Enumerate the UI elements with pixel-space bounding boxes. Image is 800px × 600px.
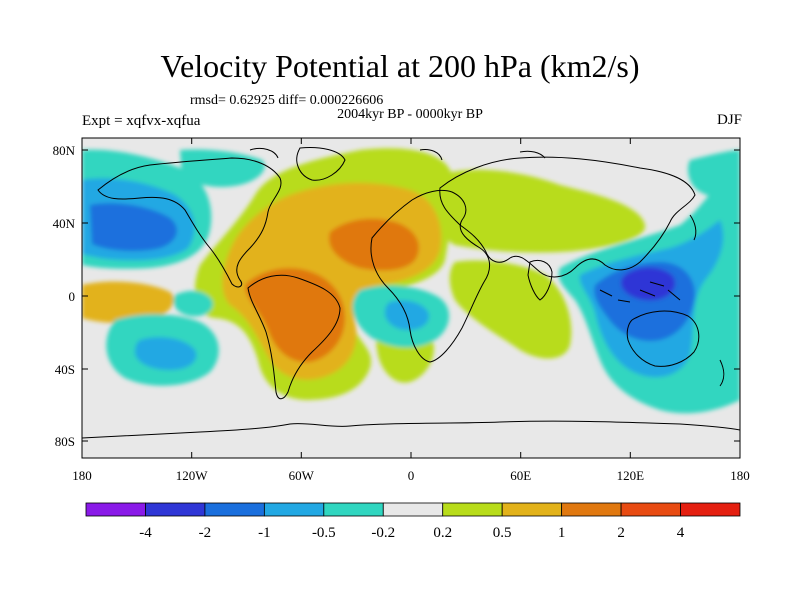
coastline-greenland (296, 147, 346, 181)
colorbar-label-1: -2 (199, 525, 212, 541)
colorbar-swatch-10 (680, 502, 741, 517)
coastline-eurasia (439, 156, 696, 278)
colorbar-label-3: -0.5 (312, 525, 336, 541)
x-tick-label-2: 60W (289, 468, 315, 483)
colorbar-swatch-1 (145, 502, 206, 517)
coastlines (82, 147, 740, 439)
stats-label: rmsd= 0.62925 diff= 0.000226606 (190, 93, 384, 108)
contour-negative-weak-arctic-asia (687, 150, 740, 198)
season-label: DJF (716, 112, 742, 128)
y-tick-labels: 80N 40N 0 40S 80S (53, 143, 76, 449)
colorbar-swatch-5 (382, 502, 444, 517)
coastline-japan (689, 214, 697, 241)
contour-negative-stronger-indonesia (621, 267, 676, 301)
x-tick-label-3: 0 (408, 468, 415, 483)
x-tick-labels: 180 120W 60W 0 60E 120E 180 (72, 468, 750, 483)
colorbar-swatch-3 (263, 502, 325, 517)
colorbar: -4 -2 -1 -0.5 -0.2 0.2 0.5 1 2 4 (85, 502, 741, 541)
y-tick-label-0: 80N (53, 143, 76, 158)
contour-positive-weak-indian (449, 260, 572, 359)
colorbar-label-7: 1 (558, 525, 566, 541)
period-subtitle: 2004kyr BP - 0000kyr BP (337, 107, 483, 122)
contour-positive-weak-eurasia (438, 169, 646, 253)
coastline-north-america (97, 157, 282, 288)
colorbar-swatch-7 (501, 502, 563, 517)
colorbar-label-8: 2 (617, 525, 625, 541)
contour-negative-weak-equatorial-pacific (173, 290, 213, 317)
colorbar-swatch-0 (85, 502, 146, 517)
coastline-south-america (247, 274, 341, 400)
coastline-australia (626, 310, 700, 367)
colorbar-label-5: 0.2 (433, 525, 452, 541)
y-tick-label-4: 80S (55, 434, 75, 449)
colorbar-label-6: 0.5 (493, 525, 512, 541)
coastline-new-zealand (719, 359, 725, 387)
x-tick-label-1: 120W (176, 468, 209, 483)
colorbar-swatch-2 (204, 502, 265, 517)
colorbar-label-0: -4 (139, 525, 152, 541)
coastline-india (527, 259, 553, 301)
contour-positive-mid-pacific-east (82, 281, 174, 324)
colorbar-label-9: 4 (677, 525, 685, 541)
contour-field (82, 138, 740, 458)
colorbar-label-2: -1 (258, 525, 271, 541)
contour-negative-mid-south-pacific (135, 337, 197, 370)
y-tick-label-2: 0 (69, 289, 76, 304)
colorbar-swatch-9 (620, 502, 681, 517)
y-tick-label-1: 40N (53, 216, 76, 231)
coastline-europe-africa (370, 189, 490, 363)
contour-negative-mid-south-atlantic (385, 300, 429, 330)
axis-ticks (81, 138, 741, 458)
coastline-arctic-islands (249, 147, 546, 161)
colorbar-swatch-4 (323, 502, 384, 517)
contour-negative-strong-north-pacific (90, 203, 177, 251)
contour-positive-strong-north-africa (329, 218, 419, 271)
colorbar-swatch-8 (561, 502, 622, 517)
x-tick-label-0: 180 (72, 468, 92, 483)
map-title: Velocity Potential at 200 hPa (km2/s) (160, 48, 640, 84)
x-tick-label-6: 180 (730, 468, 750, 483)
colorbar-label-4: -0.2 (371, 525, 395, 541)
x-tick-label-5: 120E (617, 468, 645, 483)
colorbar-swatch-6 (442, 502, 503, 517)
y-tick-label-3: 40S (55, 362, 75, 377)
coastline-indonesia (599, 281, 681, 303)
coastline-antarctica (82, 420, 740, 439)
x-tick-label-4: 60E (510, 468, 531, 483)
contour-positive-strong-south-america (245, 268, 345, 363)
experiment-label: Expt = xqfvx-xqfua (82, 113, 201, 129)
